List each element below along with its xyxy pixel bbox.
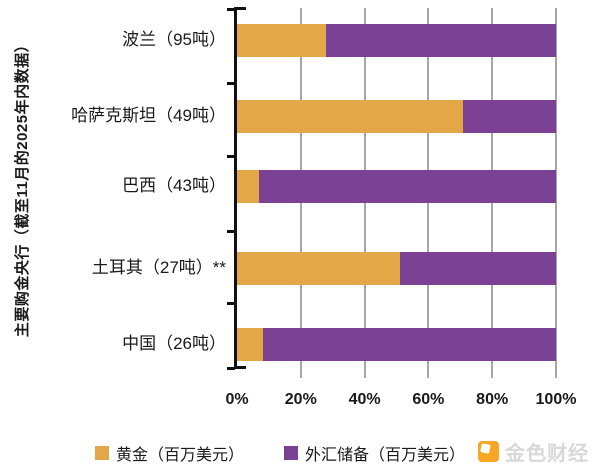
legend-item-gold: 黄金（百万美元） — [95, 441, 244, 465]
y-axis-tick-0 — [227, 8, 235, 11]
x-tick-label: 40% — [348, 391, 381, 408]
bar-row — [237, 252, 556, 285]
category-label: 巴西（43吨） — [122, 176, 226, 195]
y-axis-tick-2 — [227, 155, 235, 158]
x-tick-label: 60% — [412, 391, 445, 408]
category-label: 中国（26吨） — [122, 334, 226, 353]
y-axis-tick-1 — [227, 82, 235, 85]
gridline-100% — [555, 8, 557, 378]
category-label: 波兰（95吨） — [122, 30, 226, 49]
jinse-logo-icon — [478, 441, 499, 462]
fx-reserves-segment — [259, 170, 556, 203]
gold-segment — [237, 170, 260, 203]
gold-segment — [237, 24, 327, 57]
x-tick-label: 100% — [535, 391, 577, 408]
y-axis-tick-4 — [227, 302, 235, 305]
fx-reserves-segment — [399, 252, 556, 285]
y-axis-line — [234, 7, 237, 369]
fx-reserves-segment — [262, 328, 556, 361]
bar-row — [237, 100, 556, 133]
gold-legend-label: 黄金（百万美元） — [116, 447, 245, 464]
fx-legend-swatch — [284, 446, 298, 460]
fx-reserves-segment — [326, 24, 556, 57]
x-tick-label: 0% — [225, 391, 249, 408]
bar-row — [237, 328, 556, 361]
gold-segment — [237, 100, 464, 133]
gold-segment — [237, 328, 263, 361]
y-axis-top-cap — [236, 7, 246, 10]
legend-item-fx: 外汇储备（百万美元） — [284, 441, 465, 465]
x-tick-label: 80% — [476, 391, 509, 408]
gold-segment — [237, 252, 400, 285]
gold-legend-swatch — [95, 446, 109, 460]
y-axis-tick-3 — [227, 230, 235, 233]
y-axis-bottom-cap — [236, 366, 246, 369]
y-axis-tick-5 — [227, 367, 235, 370]
bar-row — [237, 24, 556, 57]
watermark-text: 金色财经 — [505, 443, 589, 465]
bar-row — [237, 170, 556, 203]
fx-reserves-segment — [463, 100, 556, 133]
fx-legend-label: 外汇储备（百万美元） — [305, 447, 466, 464]
watermark: 金色财经 — [478, 437, 589, 466]
x-tick-label: 20% — [284, 391, 317, 408]
category-label: 哈萨克斯坦（49吨） — [71, 106, 226, 125]
category-label: 土耳其（27吨）** — [91, 258, 226, 277]
